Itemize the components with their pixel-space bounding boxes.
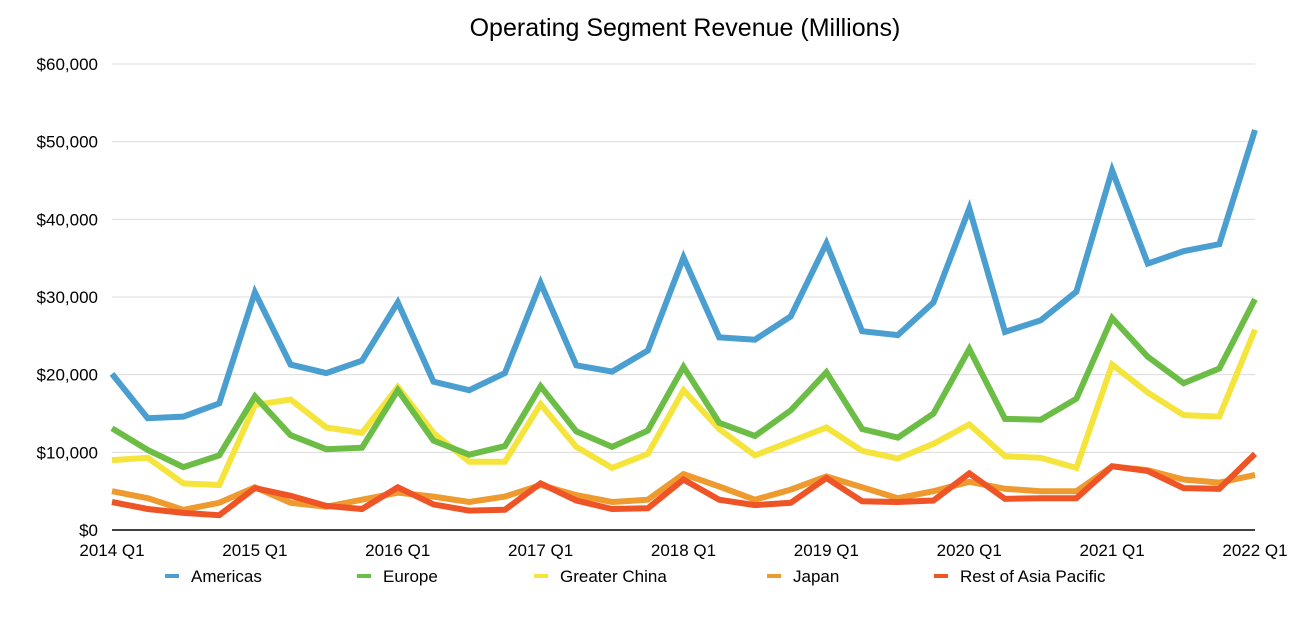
gridlines <box>112 63 1255 453</box>
legend-label-americas: Americas <box>191 567 262 586</box>
legend-label-japan: Japan <box>793 567 839 586</box>
series-line-greater-china <box>111 328 1258 489</box>
y-tick-label: $50,000 <box>37 133 98 152</box>
x-tick-label: 2020 Q1 <box>937 541 1002 560</box>
x-tick-label: 2015 Q1 <box>222 541 287 560</box>
series-line-rest-of-asia-pacific <box>111 451 1258 519</box>
y-tick-label: $30,000 <box>37 288 98 307</box>
y-tick-label: $20,000 <box>37 366 98 385</box>
y-axis-ticks: $0 $10,000 $20,000 $30,000 $40,000 $50,000 $60… <box>37 55 98 540</box>
series-line-americas <box>109 129 1258 422</box>
x-tick-label: 2021 Q1 <box>1080 541 1145 560</box>
legend: Americas Europe Greater China Japan Rest of … <box>165 567 1106 586</box>
y-tick-label: $10,000 <box>37 443 98 462</box>
series-line-europe <box>110 297 1258 471</box>
x-tick-label: 2016 Q1 <box>365 541 430 560</box>
x-tick-label: 2017 Q1 <box>508 541 573 560</box>
x-tick-label: 2014 Q1 <box>79 541 144 560</box>
legend-label-greater-china: Greater China <box>560 567 667 586</box>
y-tick-label: $0 <box>79 521 98 540</box>
x-tick-label: 2019 Q1 <box>794 541 859 560</box>
series-line-japan <box>111 463 1256 513</box>
x-axis-ticks: 2014 Q1 2015 Q1 2016 Q1 2017 Q1 2018 Q1 2019 … <box>79 541 1287 560</box>
series-lines <box>109 129 1258 519</box>
legend-label-europe: Europe <box>383 567 438 586</box>
y-tick-label: $60,000 <box>37 55 98 74</box>
y-tick-label: $40,000 <box>37 210 98 229</box>
x-tick-label: 2018 Q1 <box>651 541 716 560</box>
x-tick-label: 2022 Q1 <box>1222 541 1287 560</box>
legend-label-rest-of-asia-pacific: Rest of Asia Pacific <box>960 567 1106 586</box>
chart-title: Operating Segment Revenue (Millions) <box>470 14 901 42</box>
